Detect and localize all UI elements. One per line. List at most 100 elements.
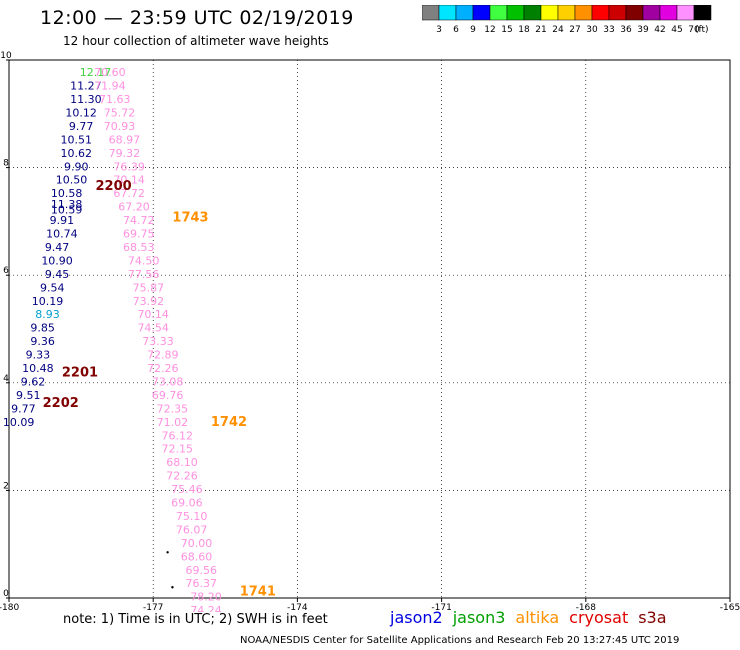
- pass-number-label: 2200: [96, 179, 132, 194]
- wave-height-label: 70.14: [113, 174, 145, 187]
- wave-height-label: 67.20: [118, 201, 150, 214]
- colorbar-label: 6: [453, 25, 459, 35]
- wave-height-label: 69.76: [152, 389, 184, 402]
- wave-height-label: 71.94: [94, 80, 126, 93]
- wave-height-label: 72.26: [166, 470, 198, 483]
- wave-height-label: 72.15: [161, 443, 193, 456]
- wave-height-label: 72.26: [147, 362, 179, 375]
- x-tick-label: -168: [576, 603, 597, 612]
- wave-height-label: 10.19: [32, 295, 64, 308]
- pass-number-label: 2201: [62, 365, 98, 380]
- wave-height-label: 72.89: [147, 349, 179, 362]
- colorbar-label: 9: [470, 25, 476, 35]
- wave-height-label: 75.72: [104, 106, 136, 119]
- wave-height-label: 9.36: [30, 335, 55, 348]
- y-tick-label: 10: [0, 51, 12, 61]
- colorbar-label: 45: [671, 25, 682, 35]
- wave-height-label: 73.08: [152, 375, 184, 388]
- wave-height-label: 9.91: [50, 214, 75, 227]
- wave-height-label: 9.33: [26, 349, 51, 362]
- wave-height-label: 10.09: [3, 416, 35, 429]
- wave-height-label: 74.54: [137, 322, 169, 335]
- page-subtitle: 12 hour collection of altimeter wave hei…: [63, 34, 329, 48]
- wave-height-label: 10.59: [51, 203, 83, 216]
- satellite-legend-item: altika: [515, 608, 560, 627]
- wave-height-label: 10.12: [65, 106, 97, 119]
- wave-height-label: 69.56: [186, 564, 218, 577]
- wave-height-map: -180 -177 -174 -171 -168 -165024681011.2711.3…: [0, 51, 740, 612]
- wave-height-label: 75.87: [133, 281, 165, 294]
- colorbar-swatch: [693, 5, 712, 21]
- wave-height-label: 9.90: [64, 160, 89, 173]
- wave-height-label: 79.32: [109, 147, 141, 160]
- wave-height-label: 73.33: [142, 335, 174, 348]
- y-tick-label: 4: [3, 374, 9, 384]
- wave-height-label: 76.39: [113, 160, 145, 173]
- wave-height-label: 70.60: [94, 66, 126, 79]
- colorbar-label: 42: [654, 25, 665, 35]
- wave-height-label: 9.54: [40, 281, 65, 294]
- y-tick-label: 6: [3, 266, 9, 276]
- wave-height-label: 73.92: [133, 295, 165, 308]
- wave-height-label: 70.93: [104, 120, 136, 133]
- colorbar-label: 70: [688, 25, 700, 35]
- wave-height-label: 9.62: [21, 375, 46, 388]
- y-tick-label: 2: [3, 481, 9, 491]
- wave-height-label: 78.20: [190, 591, 222, 604]
- x-tick-label: -165: [720, 603, 740, 612]
- colorbar-label: 33: [603, 25, 614, 35]
- wave-height-label: 70.14: [137, 308, 169, 321]
- track-marker: [171, 586, 174, 589]
- x-tick-label: -171: [431, 603, 451, 612]
- x-tick-label: -177: [143, 603, 163, 612]
- wave-height-label: 10.48: [22, 362, 54, 375]
- wave-height-label: 12.17: [80, 66, 112, 79]
- wave-height-label: 77.56: [128, 268, 160, 281]
- wave-height-label: 74.24: [190, 604, 222, 612]
- wave-height-label: 69.75: [123, 228, 155, 241]
- wave-height-label: 10.90: [41, 254, 73, 267]
- wave-height-label: 71.63: [99, 93, 131, 106]
- wave-height-label: 68.10: [166, 456, 198, 469]
- wave-height-label: 10.51: [61, 133, 93, 146]
- wave-height-label: 10.74: [46, 228, 78, 241]
- wave-height-label: 76.37: [186, 577, 218, 590]
- colorbar-label: 3: [436, 25, 442, 35]
- wave-height-label: 76.07: [176, 523, 208, 536]
- colorbar-label: 36: [620, 25, 632, 35]
- satellite-legend-item: s3a: [638, 608, 667, 627]
- wave-height-label: 69.06: [171, 497, 203, 510]
- wave-height-label: 75.10: [176, 510, 208, 523]
- y-tick-label: 8: [3, 159, 9, 169]
- colorbar-label: 15: [501, 25, 512, 35]
- wave-height-label: 9.47: [45, 241, 70, 254]
- satellite-legend-item: cryosat: [569, 608, 629, 627]
- wave-height-label: 74.72: [123, 214, 155, 227]
- pass-number-label: 1742: [211, 415, 247, 430]
- colorbar-label: 12: [484, 25, 495, 35]
- wave-height-label: 10.58: [51, 187, 83, 200]
- wave-height-label: 67.72: [113, 187, 145, 200]
- pass-number-label: 2202: [43, 396, 79, 411]
- wave-height-label: 9.45: [45, 268, 70, 281]
- wave-height-label: 9.85: [30, 322, 55, 335]
- wave-height-label: 8.93: [35, 308, 60, 321]
- x-tick-label: -180: [0, 603, 19, 612]
- colorbar-label: 24: [552, 25, 564, 35]
- wave-height-label: 70.00: [181, 537, 213, 550]
- wave-height-label: 9.77: [69, 120, 94, 133]
- colorbar-label: 21: [535, 25, 546, 35]
- wave-height-label: 10.62: [61, 147, 93, 160]
- credit-line: NOAA/NESDIS Center for Satellite Applica…: [240, 635, 680, 646]
- pass-number-label: 1743: [172, 210, 208, 225]
- units-note: note: 1) Time is in UTC; 2) SWH is in fe…: [63, 612, 328, 627]
- colorbar-label: 39: [637, 25, 649, 35]
- wave-height-label: 75.46: [171, 483, 203, 496]
- wave-height-label: 74.50: [128, 254, 160, 267]
- y-tick-label: 0: [3, 589, 9, 599]
- x-tick-label: -174: [287, 603, 308, 612]
- wave-height-colorbar: 3 6 9 12 15 18 21 24 27 30 33 36 39 42 45 70(ft): [422, 5, 712, 35]
- colorbar-label: 18: [518, 25, 530, 35]
- wave-height-label: 9.77: [11, 402, 36, 415]
- colorbar-label: 27: [569, 25, 580, 35]
